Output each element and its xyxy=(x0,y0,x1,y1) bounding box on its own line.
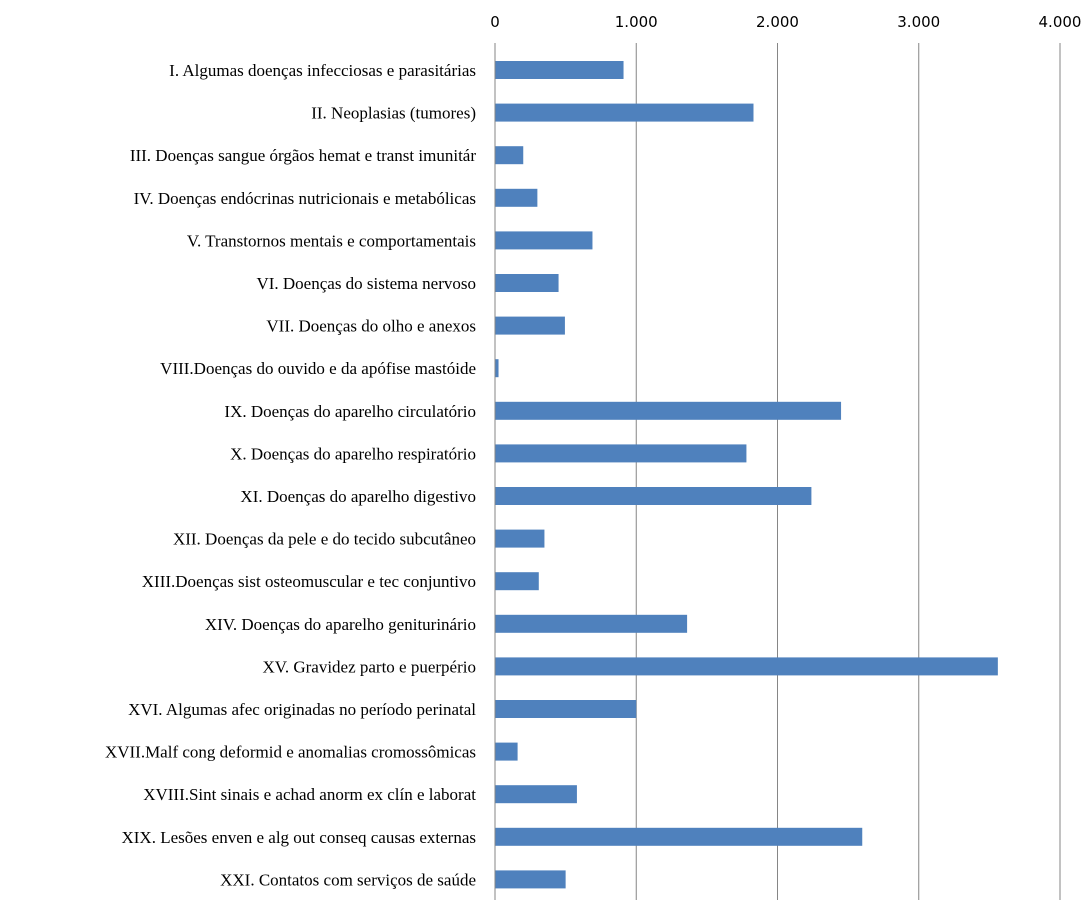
x-tick-label: 0 xyxy=(490,13,500,31)
x-tick-label: 2.000 xyxy=(756,13,799,31)
category-label: XI. Doenças do aparelho digestivo xyxy=(240,487,476,506)
bar xyxy=(495,657,998,676)
category-label: IX. Doenças do aparelho circulatório xyxy=(224,402,476,421)
x-tick-label: 4.000 xyxy=(1039,13,1082,31)
bar xyxy=(495,785,577,804)
bar xyxy=(495,487,812,505)
bar xyxy=(495,529,545,548)
bar xyxy=(495,870,566,889)
bar xyxy=(495,188,538,207)
category-label: XIV. Doenças do aparelho geniturinário xyxy=(205,615,476,634)
category-label: VI. Doenças do sistema nervoso xyxy=(256,274,476,293)
bar xyxy=(495,103,754,122)
bar xyxy=(495,231,593,250)
category-label: XXI. Contatos com serviços de saúde xyxy=(220,870,476,889)
bar xyxy=(495,700,637,718)
gridlines xyxy=(635,43,1061,900)
bar xyxy=(495,444,747,463)
bar xyxy=(495,572,539,591)
bar xyxy=(495,146,524,165)
category-label: XVIII.Sint sinais e achad anorm ex clín … xyxy=(143,785,476,804)
category-label: I. Algumas doenças infecciosas e parasit… xyxy=(169,61,476,80)
category-label: XII. Doenças da pele e do tecido subcutâ… xyxy=(173,530,476,549)
bar xyxy=(495,61,624,79)
bar xyxy=(495,401,842,420)
category-labels: I. Algumas doenças infecciosas e parasit… xyxy=(105,61,476,889)
x-tick-label: 1.000 xyxy=(615,13,658,31)
category-label: V. Transtornos mentais e comportamentais xyxy=(187,231,476,250)
bar xyxy=(495,742,518,761)
x-axis-ticks: 0 1.000 2.000 3.000 4.000 xyxy=(490,13,1081,31)
category-label: VII. Doenças do olho e anexos xyxy=(266,317,476,336)
bar xyxy=(495,316,565,335)
category-label: II. Neoplasias (tumores) xyxy=(311,104,476,123)
category-label: IV. Doenças endócrinas nutricionais e me… xyxy=(134,189,476,208)
bar xyxy=(495,274,559,292)
bar xyxy=(495,827,863,846)
category-label: XV. Gravidez parto e puerpério xyxy=(262,657,476,676)
category-label: XVI. Algumas afec originadas no período … xyxy=(128,700,476,719)
bars xyxy=(495,61,998,889)
x-tick-label: 3.000 xyxy=(897,13,940,31)
category-label: XIII.Doenças sist osteomuscular e tec co… xyxy=(142,572,476,591)
category-label: III. Doenças sangue órgãos hemat e trans… xyxy=(130,146,477,165)
category-label: XVII.Malf cong deformid e anomalias crom… xyxy=(105,743,476,762)
bar xyxy=(495,614,688,633)
category-label: XIX. Lesões enven e alg out conseq causa… xyxy=(121,828,476,847)
category-label: X. Doenças do aparelho respiratório xyxy=(230,444,476,463)
bar xyxy=(495,359,499,378)
category-label: VIII.Doenças do ouvido e da apófise mast… xyxy=(160,359,476,378)
